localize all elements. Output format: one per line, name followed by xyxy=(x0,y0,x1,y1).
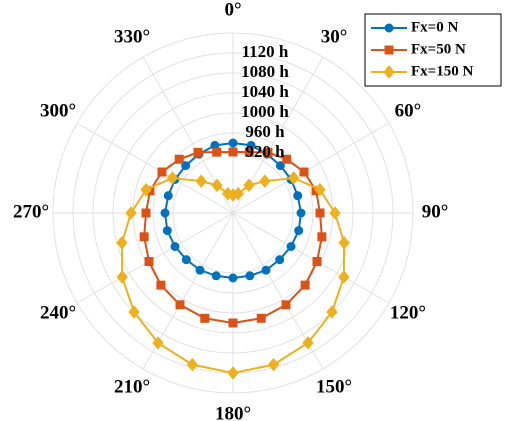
theta-grid-line xyxy=(232,122,390,214)
data-point xyxy=(195,265,205,275)
data-point xyxy=(152,336,164,350)
data-point xyxy=(245,271,255,281)
data-point xyxy=(141,208,151,218)
data-point xyxy=(312,257,322,266)
data-point xyxy=(282,154,292,164)
data-point xyxy=(256,313,266,323)
data-point xyxy=(170,242,180,251)
data-point xyxy=(166,171,179,185)
data-point xyxy=(286,242,296,251)
data-point xyxy=(302,336,314,350)
legend-label: Fx=50 N xyxy=(411,41,466,57)
data-point xyxy=(181,255,191,265)
data-point xyxy=(222,186,234,201)
series xyxy=(139,147,327,328)
data-point xyxy=(195,174,207,188)
data-point xyxy=(116,235,128,250)
data-point xyxy=(281,300,291,310)
legend-entry: Fx=150 N xyxy=(371,63,473,79)
data-point xyxy=(227,366,239,380)
theta-tick-label: 240° xyxy=(40,302,76,323)
r-tick-label: 1040 h xyxy=(241,82,289,101)
data-point xyxy=(296,208,306,218)
data-point xyxy=(315,208,325,218)
r-tick-label: 1120 h xyxy=(242,42,289,61)
data-point xyxy=(267,357,280,372)
data-point xyxy=(294,226,304,236)
data-point xyxy=(175,300,185,310)
theta-tick-label: 60° xyxy=(395,100,422,121)
data-point xyxy=(293,191,303,201)
data-point xyxy=(287,171,300,185)
data-point xyxy=(338,270,350,284)
data-point xyxy=(139,232,149,242)
theta-tick-label: 330° xyxy=(114,26,150,47)
theta-tick-label: 270° xyxy=(13,201,49,222)
theta-tick-label: 30° xyxy=(321,26,348,47)
data-point xyxy=(299,167,309,177)
legend-label: Fx=150 N xyxy=(411,63,473,79)
data-point xyxy=(211,178,223,193)
r-tick-label: 960 h xyxy=(245,122,285,141)
data-point xyxy=(156,280,166,290)
data-point xyxy=(140,182,152,197)
data-point xyxy=(162,226,172,236)
data-point xyxy=(193,147,203,157)
data-point xyxy=(116,270,128,284)
data-point xyxy=(326,305,338,319)
data-point xyxy=(263,147,273,157)
data-point xyxy=(228,147,238,157)
data-point xyxy=(200,313,210,323)
data-point xyxy=(384,45,394,55)
r-tick-label: 1080 h xyxy=(241,62,289,81)
theta-grid-line xyxy=(232,212,390,304)
data-point xyxy=(228,138,238,148)
data-point xyxy=(228,273,238,283)
theta-tick-label: 180° xyxy=(215,403,251,421)
data-point xyxy=(243,178,255,193)
theta-tick-label: 120° xyxy=(390,302,426,323)
data-point xyxy=(186,357,199,372)
theta-tick-label: 150° xyxy=(316,376,352,397)
legend-label: Fx=0 N xyxy=(411,19,458,35)
data-point xyxy=(128,305,140,319)
data-point xyxy=(317,232,327,242)
data-point xyxy=(329,206,341,220)
r-tick-label: 920 h xyxy=(245,142,285,161)
theta-grid-line xyxy=(76,212,234,304)
data-point xyxy=(144,257,154,266)
theta-tick-label: 300° xyxy=(40,100,76,121)
data-point xyxy=(314,182,326,197)
theta-grid-line xyxy=(76,122,234,214)
theta-tick-label: 210° xyxy=(114,376,150,397)
data-point xyxy=(160,208,170,218)
data-point xyxy=(300,280,310,290)
theta-tick-label: 0° xyxy=(224,0,241,20)
series xyxy=(116,171,350,380)
data-point xyxy=(157,167,167,177)
data-point xyxy=(228,318,238,328)
data-point xyxy=(261,265,271,275)
legend-entry: Fx=50 N xyxy=(371,41,466,57)
data-point xyxy=(383,65,395,79)
data-point xyxy=(163,191,173,201)
data-point xyxy=(338,235,350,250)
data-point xyxy=(384,23,394,33)
data-point xyxy=(244,147,254,157)
data-point xyxy=(275,255,285,265)
data-point xyxy=(259,174,271,188)
data-point xyxy=(125,206,137,220)
r-tick-label: 1000 h xyxy=(241,102,289,121)
data-point xyxy=(232,186,244,201)
data-point xyxy=(174,154,184,164)
legend-entry: Fx=0 N xyxy=(371,19,458,35)
theta-tick-label: 90° xyxy=(422,201,449,222)
data-point xyxy=(211,271,221,281)
data-point xyxy=(212,147,222,157)
